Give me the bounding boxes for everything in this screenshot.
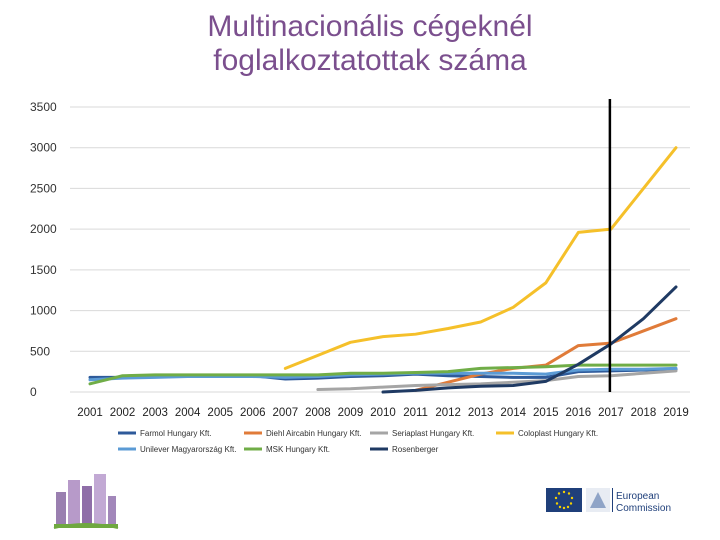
- legend-label: Unilever Magyarország Kft.: [140, 445, 236, 454]
- x-tick-label: 2013: [468, 407, 494, 419]
- x-tick-label: 2006: [240, 407, 266, 419]
- x-tick-label: 2009: [338, 407, 364, 419]
- x-tick-label: 2018: [631, 407, 657, 419]
- legend-label: Coloplast Hungary Kft.: [518, 429, 598, 438]
- series-line-rosenberger: [381, 285, 678, 394]
- y-tick-label: 500: [30, 344, 50, 358]
- legend-label: Farmol Hungary Kft.: [140, 429, 212, 438]
- slide-title: Multinacionális cégeknél foglalkoztatott…: [90, 10, 650, 78]
- y-tick-label: 1500: [30, 263, 57, 277]
- y-tick-label: 3000: [30, 141, 57, 155]
- title-line-2: foglalkoztatottak száma: [213, 44, 527, 77]
- x-axis-tick-labels: 2001 2002 2003 2004 2005 2006 2007 2008 2009 2010…: [77, 407, 689, 419]
- series-line-diehl-aircabin-hungary-kft: [414, 317, 678, 392]
- x-tick-label: 2005: [207, 407, 233, 419]
- x-tick-label: 2019: [663, 407, 689, 419]
- y-tick-label: 2500: [30, 181, 57, 195]
- y-tick-label: 1000: [30, 304, 57, 318]
- gridlines: [70, 106, 690, 393]
- x-tick-label: 2007: [273, 407, 299, 419]
- y-axis-tick-labels: 0 500 1000 1500 2000 2500 3000 3500: [30, 100, 57, 399]
- x-tick-label: 2003: [142, 407, 168, 419]
- x-tick-label: 2014: [500, 407, 526, 419]
- legend-label: Rosenberger: [392, 445, 439, 454]
- series-line-coloplast-hungary-kft: [283, 146, 678, 370]
- series-lines: [88, 146, 678, 394]
- y-tick-label: 2000: [30, 222, 57, 236]
- legend-label: Seriaplast Hungary Kft.: [392, 429, 474, 438]
- y-tick-label: 0: [30, 385, 37, 399]
- y-tick-label: 3500: [30, 100, 57, 114]
- x-tick-label: 2011: [403, 407, 428, 419]
- series-line-seriaplast-hungary-kft: [316, 369, 678, 392]
- x-tick-label: 2016: [566, 407, 592, 419]
- eu-buildings-logo: [53, 474, 119, 529]
- x-tick-label: 2002: [110, 407, 136, 419]
- x-tick-label: 2012: [435, 407, 461, 419]
- legend-label: MSK Hungary Kft.: [266, 445, 330, 454]
- legend-label: Diehl Aircabin Hungary Kft.: [266, 429, 362, 438]
- x-tick-label: 2001: [77, 407, 103, 419]
- x-tick-label: 2008: [305, 407, 331, 419]
- european-commission-logo: European Commission: [546, 488, 671, 514]
- x-tick-label: 2017: [598, 407, 624, 419]
- ec-line-1: European: [616, 491, 659, 502]
- x-tick-label: 2015: [533, 407, 559, 419]
- series-line-msk-hungary-kft: [88, 363, 678, 386]
- x-tick-label: 2004: [175, 407, 201, 419]
- title-line-1: Multinacionális cégeknél: [207, 10, 533, 43]
- legend: Farmol Hungary Kft. Diehl Aircabin Hungar…: [118, 429, 598, 454]
- x-tick-label: 2010: [370, 407, 396, 419]
- ec-line-2: Commission: [616, 503, 671, 514]
